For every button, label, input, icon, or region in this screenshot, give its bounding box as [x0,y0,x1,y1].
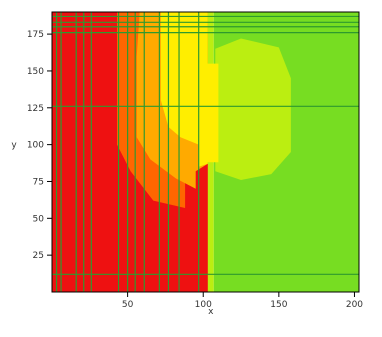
contour-region-level_4 [203,63,219,163]
plot-frame [51,11,360,293]
x-tick-label: 50 [122,300,134,310]
x-tick-label: 150 [270,300,287,310]
x-tick-label: 200 [346,300,363,310]
axes: 50 100 150 200 25 50 75 100 125 150 175 [27,11,363,310]
grid-lines [52,12,359,292]
x-tick-label: 100 [195,300,212,310]
contour-regions [52,12,359,292]
x-axis-label: x [208,307,214,317]
y-tick-label: 175 [27,30,44,40]
y-tick-label: 150 [27,67,44,77]
y-tick-label: 50 [33,214,45,224]
y-tick-label: 75 [33,177,44,187]
y-tick-label: 100 [27,141,44,151]
contour-region-level_5 [215,38,291,180]
contour-region-level_4 [160,12,208,167]
y-tick-label: 25 [33,251,44,261]
y-axis-label: y [11,141,17,151]
y-tick-label: 125 [27,104,44,114]
